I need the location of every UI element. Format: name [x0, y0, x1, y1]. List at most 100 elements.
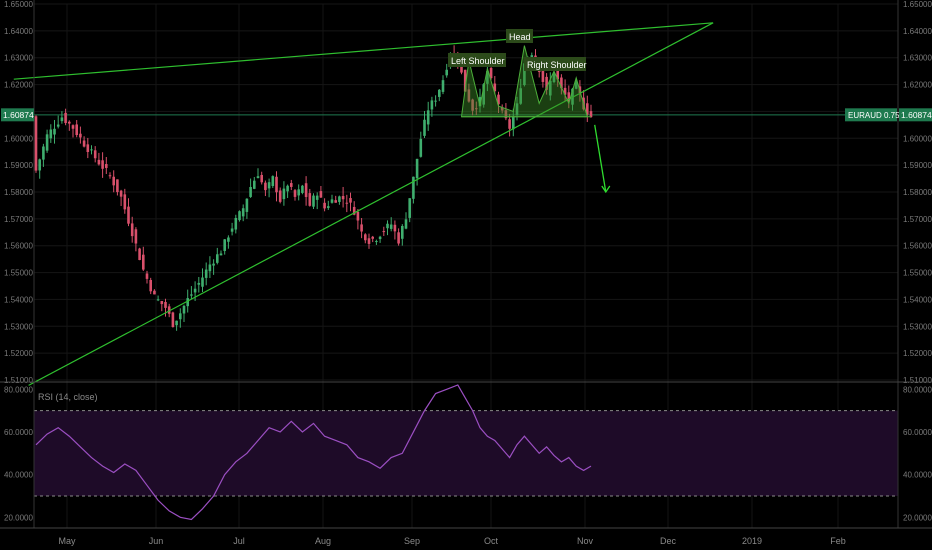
candle-body — [401, 226, 404, 239]
time-tick-label: Oct — [484, 536, 499, 546]
candle-body — [271, 176, 275, 186]
candle-body — [504, 110, 508, 119]
candle-body — [586, 103, 589, 115]
candle-body — [278, 190, 282, 202]
candle-body — [512, 116, 515, 130]
candle-body — [404, 219, 408, 229]
last-price-badge-left: 1.60874 — [3, 110, 34, 120]
candle-body — [56, 124, 60, 127]
candle-body — [567, 92, 571, 102]
candle-body — [389, 224, 393, 229]
price-tick-label-left: 1.63000 — [4, 54, 33, 63]
price-tick-label-left: 1.60000 — [4, 134, 33, 143]
candle-body — [397, 232, 400, 244]
candle-body — [489, 67, 493, 79]
candle-body — [142, 254, 145, 270]
candle-body — [127, 206, 130, 224]
candle-body — [371, 236, 374, 239]
candle-body — [515, 103, 519, 115]
candle-body — [419, 138, 423, 157]
head-label-bg — [506, 29, 533, 43]
candle-body — [393, 224, 397, 232]
candle-body — [438, 89, 441, 97]
candle-body — [267, 182, 271, 189]
candle-body — [545, 76, 548, 90]
candle-body — [82, 140, 86, 147]
candle-body — [412, 176, 415, 199]
candle-body — [182, 305, 186, 314]
rsi-indicator[interactable] — [34, 384, 898, 521]
price-tick-label-right: 1.54000 — [903, 295, 932, 304]
price-tick-label-right: 1.64000 — [903, 27, 932, 36]
right-shoulder-label: Right Shoulder — [527, 60, 587, 70]
price-tick-label-right: 1.57000 — [903, 215, 932, 224]
candle-body — [130, 223, 134, 237]
price-tick-label-left: 1.54000 — [4, 295, 33, 304]
candle-body — [349, 198, 352, 203]
rsi-tick-label-right: 60.0000 — [903, 428, 932, 437]
rsi-tick-label-left: 60.0000 — [4, 428, 33, 437]
candle-body — [212, 263, 215, 266]
candle-body — [552, 73, 556, 83]
candle-body — [282, 188, 286, 200]
candle-body — [519, 88, 522, 104]
price-tick-label-left: 1.52000 — [4, 349, 33, 358]
price-tick-label-right: 1.60000 — [903, 134, 932, 143]
upper-trendline — [13, 22, 714, 80]
candle-body — [256, 176, 260, 179]
candle-body — [493, 83, 497, 92]
candle-body — [230, 228, 234, 232]
rsi-line — [35, 384, 592, 521]
candle-body — [97, 159, 101, 165]
candle-body — [167, 306, 171, 314]
candle-body — [367, 238, 371, 244]
candle-body — [123, 194, 127, 210]
candle-body — [260, 174, 263, 183]
candle-body — [71, 125, 75, 129]
candle-body — [523, 63, 526, 86]
time-tick-label: Dec — [660, 536, 677, 546]
candlestick-series[interactable] — [34, 45, 593, 331]
rsi-tick-label-right: 80.0000 — [903, 385, 932, 394]
candle-body — [500, 107, 504, 111]
rsi-band — [34, 410, 898, 496]
price-tick-label-left: 1.62000 — [4, 81, 33, 90]
candle-body — [345, 202, 349, 204]
candle-body — [323, 202, 326, 209]
candle-body — [49, 129, 53, 139]
candle-body — [334, 200, 337, 203]
left-shoulder-label-bg — [448, 53, 506, 67]
rsi-tick-label-right: 20.0000 — [903, 513, 932, 522]
candle-body — [38, 159, 41, 171]
head-label: Head — [509, 32, 531, 42]
price-tick-label-right: 1.63000 — [903, 54, 932, 63]
candle-body — [286, 185, 289, 192]
candle-body — [275, 176, 278, 193]
candle-body — [356, 211, 360, 221]
price-tick-label-left: 1.59000 — [4, 161, 33, 170]
candle-body — [508, 119, 511, 129]
candle-body — [223, 239, 226, 251]
candle-body — [193, 288, 197, 293]
candle-body — [375, 241, 378, 243]
candle-body — [589, 111, 593, 118]
candle-body — [119, 190, 123, 197]
candle-body — [93, 150, 97, 159]
rsi-tick-label-left: 20.0000 — [4, 513, 33, 522]
time-tick-label: Jun — [149, 536, 164, 546]
candle-body — [415, 158, 419, 179]
candle-body — [475, 108, 478, 110]
candle-body — [290, 183, 293, 187]
time-tick-label: Feb — [830, 536, 846, 546]
candle-body — [304, 183, 308, 198]
left-shoulder-label: Left Shoulder — [451, 56, 505, 66]
price-tick-label-right: 1.53000 — [903, 322, 932, 331]
candle-body — [249, 186, 252, 197]
candle-body — [153, 290, 156, 295]
candle-body — [112, 176, 115, 186]
candle-body — [216, 254, 219, 263]
last-price-badge-right: 1.60874 — [901, 110, 932, 120]
price-tick-label-left: 1.56000 — [4, 242, 33, 251]
trendlines[interactable] — [13, 22, 714, 386]
